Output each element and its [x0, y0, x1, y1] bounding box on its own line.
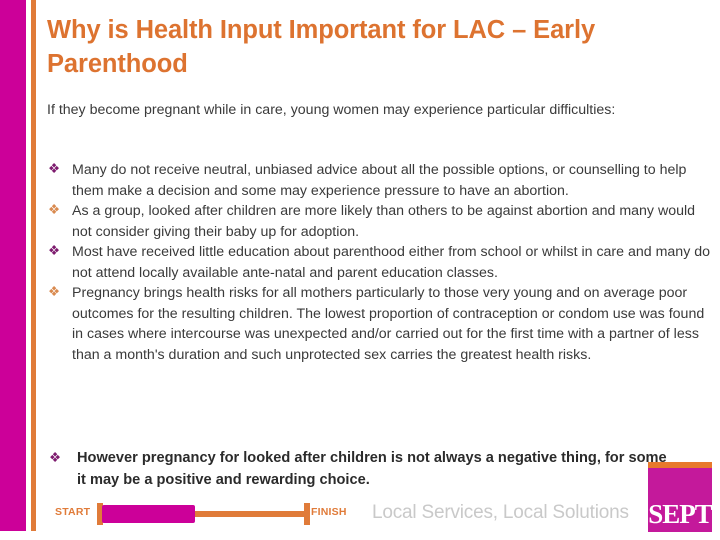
progress-track	[99, 511, 304, 517]
list-item: ❖ Most have received little education ab…	[47, 242, 712, 283]
sept-logo: SEPT	[648, 462, 713, 532]
diamond-bullet-icon: ❖	[48, 161, 61, 176]
diamond-bullet-icon: ❖	[49, 450, 62, 465]
progress-finish-label: FINISH	[311, 506, 347, 518]
logo-wordmark: SEPT	[648, 499, 713, 529]
list-item: ❖ As a group, looked after children are …	[47, 201, 712, 242]
slide-footer: START FINISH Local Services, Local Solut…	[47, 462, 713, 540]
list-item: ❖ Pregnancy brings health risks for all …	[47, 283, 712, 365]
progress-finish-cap	[304, 503, 310, 525]
list-item-text: Pregnancy brings health risks for all mo…	[72, 285, 705, 363]
list-item-text: As a group, looked after children are mo…	[72, 203, 696, 240]
logo-orange-stripe	[648, 462, 712, 468]
progress-fill	[102, 505, 195, 523]
page-title: Why is Health Input Important for LAC – …	[47, 16, 596, 78]
progress-start-label: START	[55, 506, 91, 518]
list-item: ❖ Many do not receive neutral, unbiased …	[47, 160, 712, 201]
diamond-bullet-icon: ❖	[48, 243, 61, 259]
bullet-list: ❖ Many do not receive neutral, unbiased …	[47, 160, 712, 365]
left-orange-rule	[31, 0, 36, 531]
logo-magenta-block: SEPT	[648, 468, 713, 532]
diamond-bullet-icon: ❖	[48, 284, 61, 300]
closing-statement: ❖ However pregnancy for looked after chi…	[47, 448, 677, 491]
diamond-bullet-icon: ❖	[48, 202, 61, 218]
organisation-tagline: Local Services, Local Solutions	[372, 502, 629, 523]
slide-content: Why is Health Input Important for LAC – …	[47, 0, 713, 540]
left-magenta-accent-bar	[0, 0, 26, 531]
list-item-text: Many do not receive neutral, unbiased ad…	[72, 162, 687, 199]
progress-start-cap	[97, 503, 103, 525]
list-item-text: Most have received little education abou…	[72, 244, 711, 281]
closing-statement-text: However pregnancy for looked after child…	[77, 450, 667, 488]
intro-paragraph: If they become pregnant while in care, y…	[47, 102, 616, 118]
